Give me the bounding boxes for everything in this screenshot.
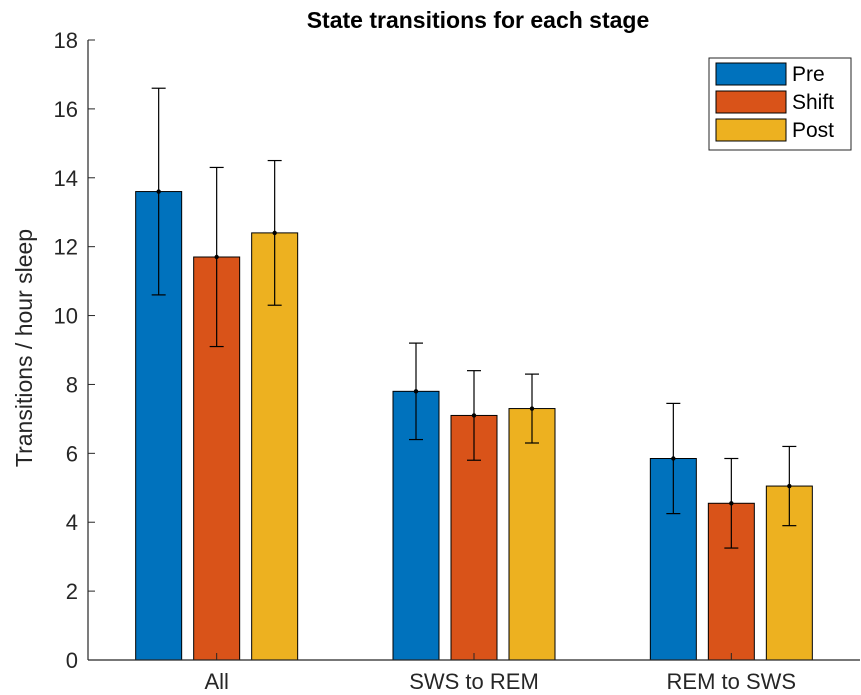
bar-post-2 xyxy=(508,408,556,661)
y-tick-label: 12 xyxy=(54,235,78,260)
x-tick-label: All xyxy=(204,669,228,694)
legend-item-post: Post xyxy=(715,118,834,142)
legend-label: Post xyxy=(792,119,834,142)
error-bar-pre-3 xyxy=(666,402,681,515)
error-bar-post-1 xyxy=(267,159,282,306)
error-bar-center-dot xyxy=(671,456,676,461)
error-bar-center-dot xyxy=(787,483,792,489)
error-bar-center-dot xyxy=(413,389,419,394)
y-tick-label: 2 xyxy=(66,579,78,604)
error-bar-center-dot xyxy=(471,413,477,418)
error-bar-post-2 xyxy=(525,373,539,444)
error-bar-shift-1 xyxy=(209,166,224,348)
legend-swatch xyxy=(715,62,787,86)
error-bar-shift-3 xyxy=(724,457,739,549)
axes-layer: All SWS to REM REM to SWS 0 2 4 6 8 10 12 14 16 18 xyxy=(54,28,860,694)
chart-title: State transitions for each stage xyxy=(307,7,650,33)
legend-label: Shift xyxy=(792,91,834,114)
error-bar-pre-1 xyxy=(151,87,166,296)
y-tick-label: 10 xyxy=(54,304,78,329)
x-tick-label: SWS to REM xyxy=(409,669,539,694)
legend-item-shift: Shift xyxy=(715,90,834,114)
x-tick-label: REM to SWS xyxy=(667,669,797,694)
error-bar-shift-2 xyxy=(467,370,481,461)
legend: Pre Shift Post xyxy=(708,57,852,151)
legend-item-pre: Pre xyxy=(715,62,825,86)
error-bar-center-dot xyxy=(214,254,219,260)
error-bar-center-dot xyxy=(529,406,535,411)
legend-swatch xyxy=(715,118,787,142)
y-tick-label: 14 xyxy=(54,166,78,191)
error-bar-center-dot xyxy=(156,189,161,194)
y-tick-label: 4 xyxy=(66,510,78,535)
error-bars-layer xyxy=(151,87,797,549)
error-bar-pre-2 xyxy=(409,342,423,441)
y-axis-label: Transitions / hour sleep xyxy=(11,229,37,467)
y-tick-label: 8 xyxy=(66,372,78,397)
error-bar-center-dot xyxy=(729,501,734,506)
error-bar-center-dot xyxy=(272,230,277,236)
y-tick-label: 18 xyxy=(54,28,78,53)
legend-label: Pre xyxy=(792,63,825,86)
y-tick-label: 16 xyxy=(54,97,78,122)
legend-swatch xyxy=(715,90,787,114)
error-bar-post-3 xyxy=(782,445,797,527)
y-tick-label: 6 xyxy=(66,441,78,466)
y-tick-label: 0 xyxy=(66,648,78,673)
